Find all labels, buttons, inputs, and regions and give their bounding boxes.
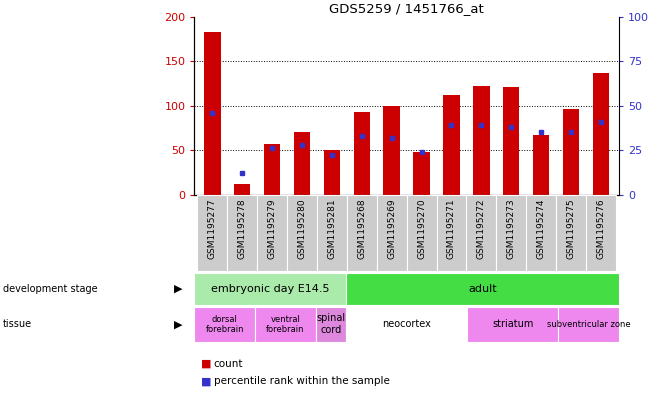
Bar [467,307,558,342]
Text: GSM1195271: GSM1195271 [447,198,456,259]
Bar [287,195,317,271]
Text: GSM1195268: GSM1195268 [357,198,366,259]
Text: GSM1195277: GSM1195277 [208,198,217,259]
Bar [234,184,250,195]
Text: ■: ■ [201,376,211,386]
Bar [586,195,616,271]
Text: GSM1195281: GSM1195281 [327,198,336,259]
Bar [346,307,467,342]
Text: embryonic day E14.5: embryonic day E14.5 [211,284,329,294]
Bar [317,195,347,271]
Bar [227,195,257,271]
Title: GDS5259 / 1451766_at: GDS5259 / 1451766_at [329,2,484,15]
Bar [526,195,556,271]
Text: GSM1195276: GSM1195276 [596,198,605,259]
Text: subventricular zone: subventricular zone [547,320,631,329]
Bar [354,112,370,195]
Text: neocortex: neocortex [382,319,431,329]
Bar [467,195,496,271]
Text: ventral
forebrain: ventral forebrain [266,314,305,334]
Text: ▶: ▶ [174,319,183,329]
Bar [264,144,281,195]
Text: dorsal
forebrain: dorsal forebrain [205,314,244,334]
Bar [257,195,287,271]
Text: percentile rank within the sample: percentile rank within the sample [214,376,389,386]
Text: GSM1195272: GSM1195272 [477,198,486,259]
Bar [376,195,407,271]
Bar [384,105,400,195]
Text: count: count [214,358,244,369]
Bar [347,195,376,271]
Text: spinal
cord: spinal cord [316,314,345,335]
Text: GSM1195278: GSM1195278 [238,198,247,259]
Bar [556,195,586,271]
Bar [194,273,346,305]
Bar [496,195,526,271]
Text: GSM1195270: GSM1195270 [417,198,426,259]
Bar [198,195,227,271]
Bar [204,32,220,195]
Bar [437,195,467,271]
Bar [503,87,520,195]
Text: ■: ■ [201,358,211,369]
Text: adult: adult [468,284,497,294]
Text: striatum: striatum [492,319,533,329]
Text: GSM1195269: GSM1195269 [387,198,396,259]
Text: GSM1195280: GSM1195280 [297,198,307,259]
Bar [593,73,609,195]
Bar [413,152,430,195]
Bar [316,307,346,342]
Text: ▶: ▶ [174,284,183,294]
Bar [407,195,437,271]
Text: GSM1195274: GSM1195274 [537,198,546,259]
Bar [255,307,316,342]
Bar [558,307,619,342]
Text: tissue: tissue [3,319,32,329]
Text: GSM1195275: GSM1195275 [566,198,575,259]
Bar [194,307,255,342]
Bar [443,95,459,195]
Text: development stage: development stage [3,284,98,294]
Bar [473,86,490,195]
Bar [323,150,340,195]
Bar [346,273,619,305]
Bar [563,109,579,195]
Text: GSM1195273: GSM1195273 [507,198,516,259]
Bar [533,135,550,195]
Bar [294,132,310,195]
Text: GSM1195279: GSM1195279 [268,198,277,259]
